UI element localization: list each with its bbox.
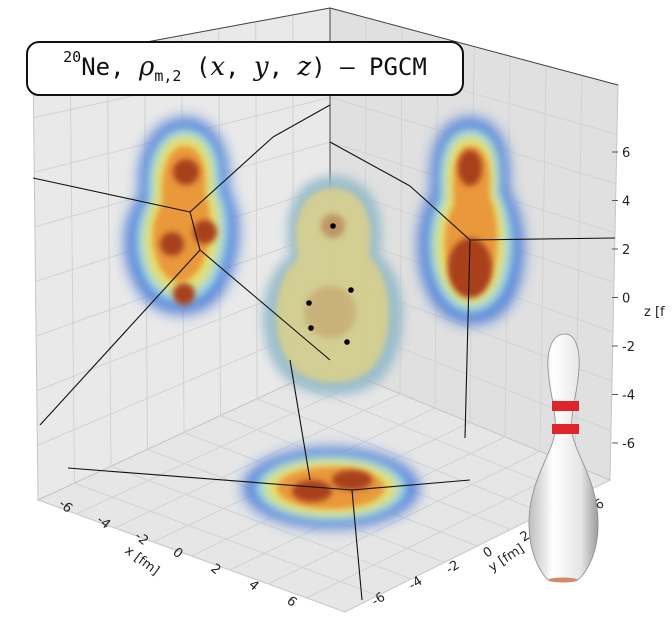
title-close: ) bbox=[311, 53, 326, 82]
x-tick-label: 2 bbox=[207, 561, 223, 578]
z-tick-label: 6 bbox=[622, 146, 630, 161]
z-axis-label: z [f bbox=[644, 305, 665, 320]
nucleon-markers bbox=[306, 223, 354, 345]
title-method: – PGCM bbox=[340, 53, 427, 82]
z-axis-ticks: -6 -4 -2 0 2 4 6 bbox=[612, 146, 635, 452]
z-tick-label: 2 bbox=[622, 243, 630, 258]
projection-xz-right bbox=[418, 118, 524, 324]
title-z: z bbox=[297, 52, 312, 83]
cell-edges bbox=[32, 104, 616, 601]
title-open: ( bbox=[195, 53, 211, 82]
central-isosurface bbox=[262, 176, 404, 396]
title-subscript: m,2 bbox=[154, 66, 182, 85]
z-tick-label: -6 bbox=[622, 437, 635, 452]
title-element: Ne, bbox=[81, 53, 125, 82]
projection-yz-left bbox=[125, 118, 239, 314]
title-y: y bbox=[253, 52, 269, 83]
z-tick-label: 4 bbox=[622, 195, 630, 210]
title-x: x bbox=[210, 52, 225, 83]
nucleon-marker bbox=[330, 223, 336, 229]
y-axis-label: y [fm] bbox=[486, 541, 527, 575]
z-tick-label: -2 bbox=[622, 340, 635, 355]
nucleon-marker bbox=[344, 339, 350, 345]
x-tick-label: 4 bbox=[245, 577, 261, 594]
z-tick-label: -4 bbox=[622, 389, 635, 404]
title-symbol: ρ bbox=[139, 52, 155, 83]
nucleon-marker bbox=[306, 300, 312, 306]
bowling-pin-icon bbox=[528, 333, 599, 583]
z-tick-label: 0 bbox=[622, 292, 630, 307]
nucleon-marker bbox=[308, 325, 314, 331]
nucleon-marker bbox=[348, 287, 354, 293]
x-tick-label: 6 bbox=[283, 594, 299, 611]
plot-title: 20Ne, ρm,2 (x, y, z) – PGCM bbox=[26, 41, 464, 96]
title-mass-number: 20 bbox=[63, 48, 82, 67]
x-axis-label: x [fm] bbox=[122, 543, 162, 579]
